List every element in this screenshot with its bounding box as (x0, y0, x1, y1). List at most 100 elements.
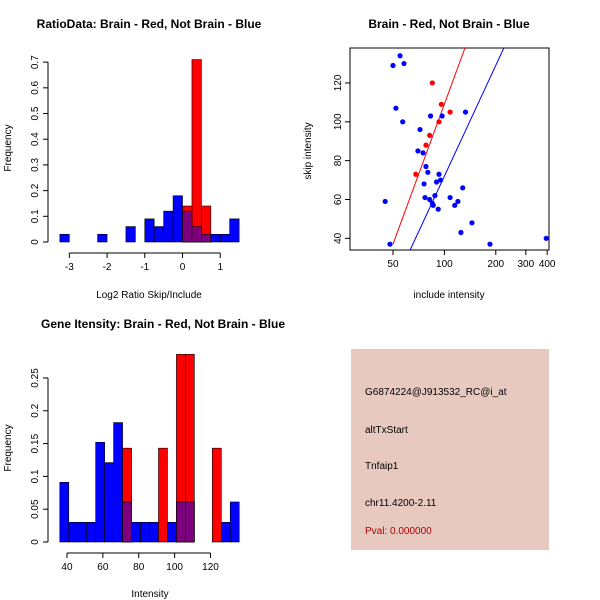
not-brain-point (427, 196, 433, 203)
gene-overlap-bar (176, 501, 186, 543)
not-brain-point (427, 113, 434, 119)
gene-overlap-bar (185, 501, 195, 543)
gene-blue-bar (104, 462, 114, 543)
blue-fit-line (409, 48, 505, 250)
gene-x-tick-label: 60 (97, 562, 109, 573)
ratio-blue-bar (144, 218, 155, 243)
not-brain-point (462, 109, 469, 115)
not-brain-point (436, 171, 442, 177)
gene-blue-bar (140, 522, 150, 543)
ratio-histogram-title: RatioData: Brain - Red, Not Brain - Blue (37, 17, 262, 31)
gene-blue-bar (229, 501, 240, 543)
not-brain-point (543, 235, 549, 241)
not-brain-point (393, 105, 399, 111)
p-value: Pval: 0.000000 (365, 526, 432, 537)
brain-point (436, 119, 442, 125)
brain-point (438, 101, 444, 107)
ratio-x-tick-label: 0 (180, 262, 186, 273)
ratio-y-tick-label: 0.1 (30, 209, 41, 223)
not-brain-point (425, 169, 431, 175)
ratio-overlap-bar (191, 226, 202, 243)
ratio-y-tick-label: 0.5 (30, 106, 41, 120)
scatter-y-tick-label: 100 (333, 113, 344, 130)
not-brain-point (390, 62, 396, 69)
ratio-blue-bar (172, 195, 183, 243)
gene-blue-bar (167, 522, 177, 543)
gene-blue-bar (95, 441, 105, 543)
ratio-histogram: RatioData: Brain - Red, Not Brain - Blue… (3, 17, 262, 301)
gene-blue-bar (149, 522, 159, 543)
not-brain-point (455, 198, 461, 205)
gene-x-tick-label: 40 (61, 562, 73, 573)
scatter-x-tick-label: 200 (487, 259, 504, 270)
gene-y-tick-label: 0 (30, 539, 41, 545)
ratio-blue-bar (97, 233, 108, 243)
info-panel: G6874224@J913532_RC@i_at altTxStart Tnfa… (351, 349, 549, 550)
scatter-frame (349, 47, 550, 251)
gene-overlap-bar (122, 501, 132, 543)
not-brain-point (400, 119, 406, 125)
brain-point (427, 132, 433, 139)
not-brain-point (469, 220, 475, 226)
scatter-ylabel: skip intensity (303, 122, 314, 179)
not-brain-point (430, 202, 436, 208)
ratio-blue-bar (163, 210, 174, 243)
scatter-y-tick-label: 80 (333, 155, 344, 167)
not-brain-point (437, 177, 444, 183)
gene-x-tick-label: 120 (202, 562, 219, 573)
not-brain-point (433, 179, 440, 185)
brain-point (413, 171, 419, 177)
chromosome-location: chr11.4200-2.11 (365, 498, 437, 509)
ratio-x-tick-label: -3 (65, 262, 74, 273)
scatter-x-tick-label: 400 (539, 259, 556, 270)
gene-histogram-ylabel: Frequency (3, 424, 14, 471)
not-brain-point (458, 229, 464, 236)
gene-y-tick-label: 0.05 (30, 499, 41, 519)
ratio-blue-bar (153, 226, 164, 243)
not-brain-point (417, 126, 423, 133)
not-brain-point (435, 206, 441, 212)
gene-blue-bar (59, 481, 70, 543)
scatter-title: Brain - Red, Not Brain - Blue (368, 17, 530, 31)
intensity-scatter: Brain - Red, Not Brain - Blue include in… (303, 17, 556, 301)
not-brain-point (401, 60, 407, 67)
gene-y-tick-label: 0.25 (30, 368, 41, 388)
not-brain-point (432, 193, 438, 199)
not-brain-point (460, 185, 466, 191)
ratio-overlap-bar (201, 233, 212, 243)
scatter-x-tick-label: 100 (436, 259, 453, 270)
gene-blue-bar (131, 522, 141, 543)
ratio-blue-bar (59, 233, 70, 243)
scatter-y-tick-label: 120 (333, 74, 344, 91)
gene-x-tick-label: 80 (133, 562, 145, 573)
not-brain-point (387, 241, 393, 247)
ratio-x-tick-label: 1 (217, 262, 223, 273)
gene-blue-bar (77, 522, 88, 543)
ratio-y-tick-label: 0.7 (30, 55, 41, 69)
red-fit-line (392, 48, 466, 245)
not-brain-point (415, 148, 421, 154)
scatter-x-tick-label: 300 (517, 259, 534, 270)
gene-blue-bar (68, 522, 79, 543)
ratio-blue-bar (125, 226, 136, 243)
gene-y-tick-label: 0.2 (30, 403, 41, 417)
scatter-y-tick-label: 60 (333, 194, 344, 206)
ratio-red-bar (191, 59, 202, 243)
ratio-histogram-xlabel: Log2 Ratio Skip/Include (96, 290, 202, 301)
ratio-x-tick-label: -1 (140, 262, 149, 273)
scatter-xlabel: include intensity (413, 290, 484, 301)
not-brain-point (452, 202, 458, 208)
gene-histogram-title: Gene Itensity: Brain - Red, Not Brain - … (41, 317, 285, 331)
scatter-y-tick-label: 40 (333, 232, 344, 244)
not-brain-point (422, 194, 428, 201)
ratio-blue-bar (210, 233, 221, 243)
ratio-histogram-ylabel: Frequency (3, 124, 14, 171)
gene-blue-bar (113, 422, 123, 543)
gene-blue-bar (220, 522, 231, 543)
not-brain-point (487, 241, 493, 247)
ratio-y-tick-label: 0.3 (30, 158, 41, 172)
ratio-y-tick-label: 0.4 (30, 132, 41, 146)
scatter-fit-lines (392, 48, 505, 250)
ratio-y-tick-label: 0.2 (30, 183, 41, 197)
